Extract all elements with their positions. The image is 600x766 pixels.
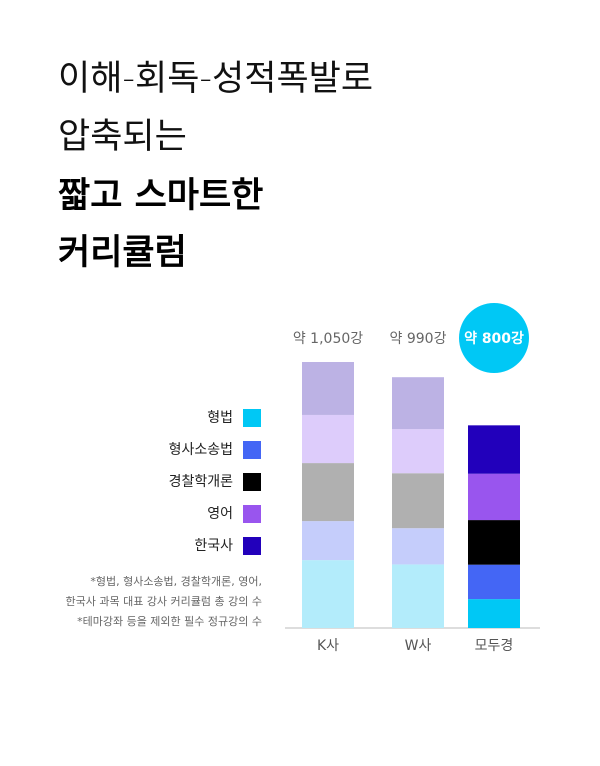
- headline-line: 짧고 스마트한: [58, 176, 263, 216]
- legend-label: 경찰학개론: [169, 474, 234, 490]
- note: *형법, 형사소송법, 경찰학개론, 영어,: [90, 575, 262, 588]
- bar-segment: [468, 520, 520, 565]
- legend-swatch: [243, 473, 261, 491]
- legend-swatch: [243, 505, 261, 523]
- legend-swatch: [243, 441, 261, 459]
- legend-swatch: [243, 409, 261, 427]
- legend-label: 한국사: [194, 538, 233, 554]
- bar-segment: [302, 521, 354, 561]
- bar-segment: [468, 473, 520, 521]
- total-label: 약 990강: [390, 331, 447, 347]
- bar-segment: [392, 564, 444, 628]
- category-label: W사: [405, 638, 432, 654]
- highlight-badge: [459, 303, 529, 373]
- bar-segment: [392, 528, 444, 565]
- note: *테마강좌 등을 제외한 필수 정규강의 수: [77, 615, 262, 628]
- category-label: 모두경: [475, 638, 514, 654]
- note: 한국사 과목 대표 강사 커리큘럼 총 강의 수: [65, 595, 262, 608]
- legend-swatch: [243, 537, 261, 555]
- total-label: 약 800강: [464, 330, 524, 347]
- total-label: 약 1,050강: [293, 331, 363, 347]
- bar-segment: [468, 425, 520, 474]
- bar-segment: [392, 377, 444, 430]
- bar-segment: [468, 564, 520, 600]
- title-line: 이해-회독-성적폭발로: [58, 59, 373, 99]
- headline-line: 커리큘럼: [58, 233, 187, 273]
- category-label: K사: [317, 638, 339, 654]
- bar-segment: [392, 473, 444, 529]
- bar-segment: [468, 599, 520, 628]
- bar-segment: [302, 414, 354, 464]
- title-line: 압축되는: [58, 117, 187, 157]
- legend-label: 영어: [207, 506, 233, 522]
- bar-segment: [302, 560, 354, 628]
- legend-label: 형법: [207, 410, 233, 426]
- legend-label: 형사소송법: [169, 442, 233, 458]
- bar-segment: [392, 429, 444, 474]
- bar-segment: [302, 362, 354, 415]
- bar-segment: [302, 463, 354, 522]
